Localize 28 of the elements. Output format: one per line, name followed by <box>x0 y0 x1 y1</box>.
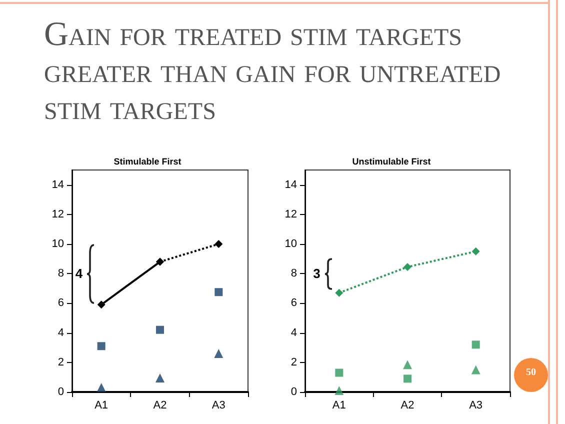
x-tick-label: A1 <box>332 400 346 412</box>
annotation: 4 <box>75 266 83 281</box>
x-tick-label: A3 <box>469 400 483 412</box>
y-tick-label: 0 <box>58 386 64 398</box>
y-tick-label: 12 <box>52 208 64 220</box>
chart-title: Unstimulable First <box>352 156 431 166</box>
text: Gain for treated stim targets greater than gain for untreated stim targets <box>44 16 502 127</box>
y-tick-label: 10 <box>284 238 297 250</box>
x-tick-label: A3 <box>212 400 226 412</box>
y-tick-label: 8 <box>290 268 297 280</box>
y-tick-label: 8 <box>58 268 64 280</box>
y-tick-label: 14 <box>284 178 297 191</box>
y-tick-label: 6 <box>58 297 64 310</box>
y-tick-label: 0 <box>290 386 297 398</box>
y-tick-label: 4 <box>290 326 297 339</box>
annotation: 3 <box>313 266 320 281</box>
y-tick-label: 12 <box>284 208 297 220</box>
y-tick-label: 6 <box>290 297 297 310</box>
x-tick-label: A1 <box>94 400 108 412</box>
y-tick-label: 2 <box>58 356 64 368</box>
y-tick-label: 14 <box>52 178 64 191</box>
text: 50 <box>525 367 537 378</box>
chart-title: Stimulable First <box>114 156 182 166</box>
y-tick-label: 2 <box>290 356 297 368</box>
y-tick-label: 10 <box>52 238 64 250</box>
x-tick-label: A2 <box>400 400 414 412</box>
y-tick-label: 4 <box>58 326 64 339</box>
x-tick-label: A2 <box>153 400 167 412</box>
